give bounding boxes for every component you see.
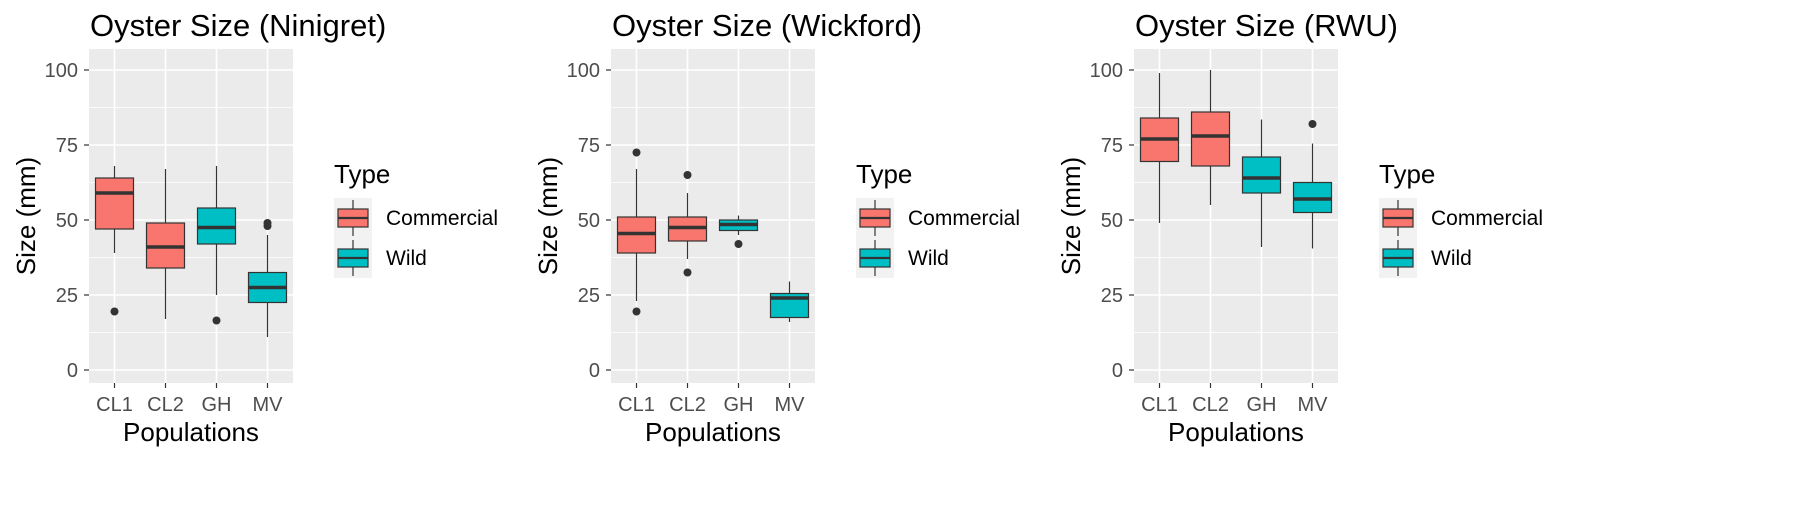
x-tick-label: GH bbox=[724, 394, 754, 416]
x-tick-label: MV bbox=[775, 394, 806, 416]
x-tick-label: GH bbox=[202, 394, 232, 416]
legend-title: Type bbox=[1379, 159, 1435, 189]
box-cl2 bbox=[1190, 70, 1231, 205]
legend-title: Type bbox=[856, 159, 912, 189]
y-tick-label: 25 bbox=[578, 285, 600, 307]
x-tick-label: MV bbox=[253, 394, 284, 416]
y-tick-label: 50 bbox=[1101, 210, 1123, 232]
box-mv bbox=[769, 281, 810, 322]
y-tick-label: 50 bbox=[56, 210, 78, 232]
legend: Type Commercial Wild bbox=[856, 159, 1020, 278]
outlier-point bbox=[683, 171, 692, 179]
y-tick-label: 25 bbox=[1101, 285, 1123, 307]
plot-panel bbox=[611, 49, 815, 383]
chart-panel-1: Oyster Size (Ninigret) 0 25 50 75 100 CL1 CL2 GH… bbox=[11, 8, 498, 447]
y-tick-label: 50 bbox=[578, 210, 600, 232]
box-body bbox=[1190, 111, 1231, 167]
y-axis-title: Size (mm) bbox=[11, 157, 41, 275]
y-tick-label: 25 bbox=[56, 285, 78, 307]
x-axis-title: Populations bbox=[1168, 417, 1304, 447]
legend-label-wild: Wild bbox=[908, 247, 949, 270]
plot-panel bbox=[1134, 49, 1338, 383]
box-gh bbox=[196, 166, 237, 325]
x-tick-label: CL2 bbox=[147, 394, 184, 416]
chart-title: Oyster Size (Ninigret) bbox=[90, 8, 386, 43]
box-cl1 bbox=[1139, 73, 1180, 223]
outlier-point bbox=[263, 219, 272, 227]
legend-label-commercial: Commercial bbox=[386, 207, 498, 230]
x-tick-label: MV bbox=[1298, 394, 1329, 416]
box-gh bbox=[718, 215, 759, 248]
x-tick-label: CL2 bbox=[669, 394, 706, 416]
outlier-point bbox=[632, 148, 641, 157]
box-mv bbox=[247, 219, 288, 337]
legend-label-commercial: Commercial bbox=[908, 207, 1020, 230]
y-tick-label: 0 bbox=[67, 360, 78, 382]
y-tick-label: 75 bbox=[1101, 135, 1123, 157]
outlier-point bbox=[212, 316, 221, 325]
y-tick-label: 0 bbox=[1112, 360, 1123, 382]
box-cl1 bbox=[94, 166, 135, 316]
y-axis-title: Size (mm) bbox=[533, 157, 563, 275]
legend: Type Commercial Wild bbox=[1379, 159, 1543, 278]
box-mv bbox=[1292, 120, 1333, 249]
chart-panel-3: Oyster Size (RWU) 0 25 50 75 100 CL1 CL2 GH MVPop… bbox=[1056, 8, 1543, 447]
x-tick-label: GH bbox=[1247, 394, 1277, 416]
y-tick-label: 0 bbox=[589, 360, 600, 382]
box-gh bbox=[1241, 119, 1282, 247]
outlier-point bbox=[1308, 120, 1317, 128]
legend-label-commercial: Commercial bbox=[1431, 207, 1543, 230]
x-axis-title: Populations bbox=[645, 417, 781, 447]
legend: Type Commercial Wild bbox=[334, 159, 498, 278]
x-tick-label: CL1 bbox=[96, 394, 133, 416]
x-axis-title: Populations bbox=[123, 417, 259, 447]
outlier-point bbox=[110, 307, 119, 316]
y-tick-label: 100 bbox=[567, 60, 600, 82]
x-tick-label: CL1 bbox=[1141, 394, 1178, 416]
outlier-point bbox=[683, 268, 692, 277]
box-cl2 bbox=[145, 169, 186, 319]
box-cl1 bbox=[616, 148, 657, 316]
box-body bbox=[1241, 156, 1282, 194]
legend-title: Type bbox=[334, 159, 390, 189]
x-tick-label: CL2 bbox=[1192, 394, 1229, 416]
y-tick-label: 100 bbox=[1090, 60, 1123, 82]
y-tick-label: 100 bbox=[45, 60, 78, 82]
outlier-point bbox=[734, 240, 743, 248]
box-body bbox=[94, 177, 135, 230]
y-tick-label: 75 bbox=[578, 135, 600, 157]
outlier-point bbox=[632, 307, 641, 316]
legend-label-wild: Wild bbox=[1431, 247, 1472, 270]
y-tick-label: 75 bbox=[56, 135, 78, 157]
legend-label-wild: Wild bbox=[386, 247, 427, 270]
box-cl2 bbox=[667, 171, 708, 277]
chart-panel-2: Oyster Size (Wickford) 0 25 50 75 100 CL1 CL2 GH… bbox=[533, 8, 1020, 447]
y-axis-title: Size (mm) bbox=[1056, 157, 1086, 275]
x-tick-label: CL1 bbox=[618, 394, 655, 416]
chart-title: Oyster Size (RWU) bbox=[1135, 8, 1398, 43]
chart-title: Oyster Size (Wickford) bbox=[612, 8, 922, 43]
